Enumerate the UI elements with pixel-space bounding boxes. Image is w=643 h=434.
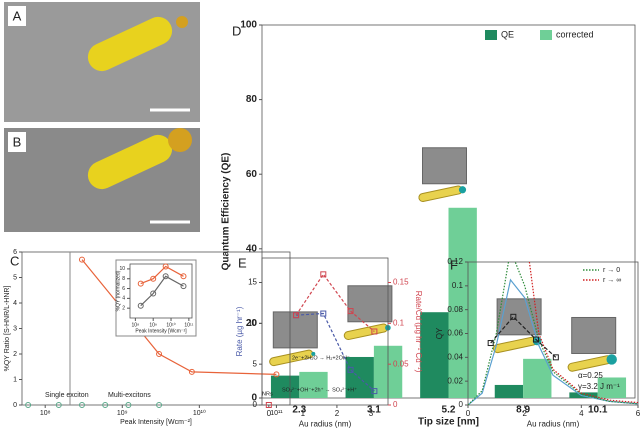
y-axis-label: %QY (normalized) <box>115 270 121 311</box>
panel: 020406080100Tip size [nm]Quantum Efficie… <box>221 20 635 428</box>
legend-label: corrected <box>556 29 594 39</box>
y2-tick-label: 0 <box>393 400 398 409</box>
x-tick-label: 10¹⁰ <box>193 409 206 417</box>
x-tick-label: 5.2 <box>442 405 456 416</box>
annotation: α=0.25 <box>578 371 603 380</box>
annotation: Multi-excitons <box>108 392 151 399</box>
y-tick-label: 60 <box>246 169 258 180</box>
tip <box>176 16 188 28</box>
x-tick-label: 10.1 <box>588 405 608 416</box>
y2-tick-label: 0.05 <box>393 359 409 368</box>
panel-label: C <box>10 253 19 268</box>
x-tick-label: 4 <box>579 409 584 418</box>
x-tick-label: 0 <box>466 409 471 418</box>
tem-inset <box>572 317 616 353</box>
tem-inset <box>423 148 467 184</box>
x-tick-label: 2 <box>335 409 340 418</box>
y-tick-label: 100 <box>240 20 257 31</box>
y-tick-label: 0.08 <box>447 305 463 314</box>
y-axis-label: %QY Ratio [S-HNR/L-HNR] <box>4 286 11 372</box>
legend-swatch <box>485 30 497 40</box>
x-axis-label: Au radius (nm) <box>299 420 352 429</box>
y-tick-label: 0 <box>253 400 258 409</box>
y-tick-label: 3 <box>13 325 17 332</box>
legend-label: r → 0 <box>603 267 620 274</box>
tip-icon <box>607 354 617 364</box>
y-tick-label: 0.04 <box>447 352 463 361</box>
y-tick-label: 0.02 <box>447 376 463 385</box>
y-axis-label: Quantum Efficiency (QE) <box>221 153 232 271</box>
y-tick-label: 15 <box>248 278 257 287</box>
y-axis-label: QY <box>435 327 444 339</box>
legend-label: QE <box>501 29 514 39</box>
x-axis-label: Peak Intensity [Wcm⁻²] <box>120 419 192 426</box>
x-tick-label: 1 <box>301 409 306 418</box>
y2-tick-label: 0.1 <box>393 318 405 327</box>
annotation: γ=3.2 J m⁻¹ <box>578 382 620 391</box>
y-tick-label: 0.06 <box>447 329 463 338</box>
bar <box>523 359 551 398</box>
y-tick-label: 40 <box>246 243 258 254</box>
x-tick-label: 10¹¹ <box>270 410 283 417</box>
panel-label: D <box>232 23 241 38</box>
bar <box>420 312 448 398</box>
panel-label: A <box>13 8 22 23</box>
panel-label: F <box>450 257 458 272</box>
y-tick-label: 0 <box>13 402 17 409</box>
tip-icon <box>459 186 466 193</box>
x-tick-label: 6 <box>636 409 641 418</box>
tem-inset <box>348 286 392 322</box>
annotation: 2e⁻+2H₂O → H₂+2OH⁻ <box>292 355 350 361</box>
annotation: Single exciton <box>45 392 89 399</box>
annotation: NRs <box>262 391 273 397</box>
y-tick-label: 0.1 <box>452 281 464 290</box>
rod-icon <box>344 323 389 340</box>
tip <box>168 128 192 152</box>
y-tick-label: 4 <box>122 296 125 302</box>
y-tick-label: 8 <box>122 276 125 282</box>
photo-b: B <box>4 128 200 232</box>
x-tick-label: 3 <box>369 409 374 418</box>
y-tick-label: 2 <box>122 306 125 312</box>
bar <box>449 208 477 398</box>
annotation: SO₃²⁻+OH⁻+2h⁺ → SO₄²⁻+H⁺ <box>282 386 357 393</box>
y-tick-label: 2 <box>13 351 17 358</box>
x-axis-label: Tip size [nm] <box>418 417 479 428</box>
x-tick-label: 10⁹ <box>117 410 128 417</box>
y2-axis-label: Rate/Cd (µg hr⁻¹ Cd⁻¹) <box>414 291 423 373</box>
x-axis-label: Peak Intensity [Wcm⁻²] <box>135 328 187 334</box>
rod-icon <box>418 185 463 202</box>
y2-tick-label: 0.15 <box>393 278 409 287</box>
legend-swatch <box>540 30 552 40</box>
photo-a: A <box>4 2 200 122</box>
bar <box>495 385 523 398</box>
panel: 0 5 10 15 0 0.05 0.1 0.15 0 1 2 3 Au radius (nm) Rate… <box>235 255 423 428</box>
x-tick-label: 0 <box>267 409 272 418</box>
rod-icon <box>567 355 612 372</box>
panel-label: B <box>13 134 22 149</box>
y-tick-label: 1 <box>13 376 17 383</box>
legend-label: r → ∞ <box>603 277 621 284</box>
y-axis-label: Rate (µg hr⁻¹) <box>235 306 244 356</box>
x-tick-label: 2 <box>522 409 527 418</box>
panel-label: E <box>238 255 247 270</box>
rod-icon <box>493 336 538 353</box>
bar <box>299 372 327 398</box>
x-tick-label: 10⁸ <box>40 410 51 417</box>
y-tick-label: 6 <box>122 286 125 292</box>
y-tick-label: 10 <box>248 318 257 327</box>
y-tick-label: 4 <box>13 300 17 307</box>
figure: A B 020406080100Tip size [nm]Quantum Eff… <box>0 0 643 434</box>
y-tick-label: 80 <box>246 94 258 105</box>
y-tick-label: 0 <box>459 400 464 409</box>
y-tick-label: 5 <box>253 359 258 368</box>
x-axis-label: Au radius (nm) <box>527 420 580 429</box>
y-tick-label: 5 <box>13 274 17 281</box>
